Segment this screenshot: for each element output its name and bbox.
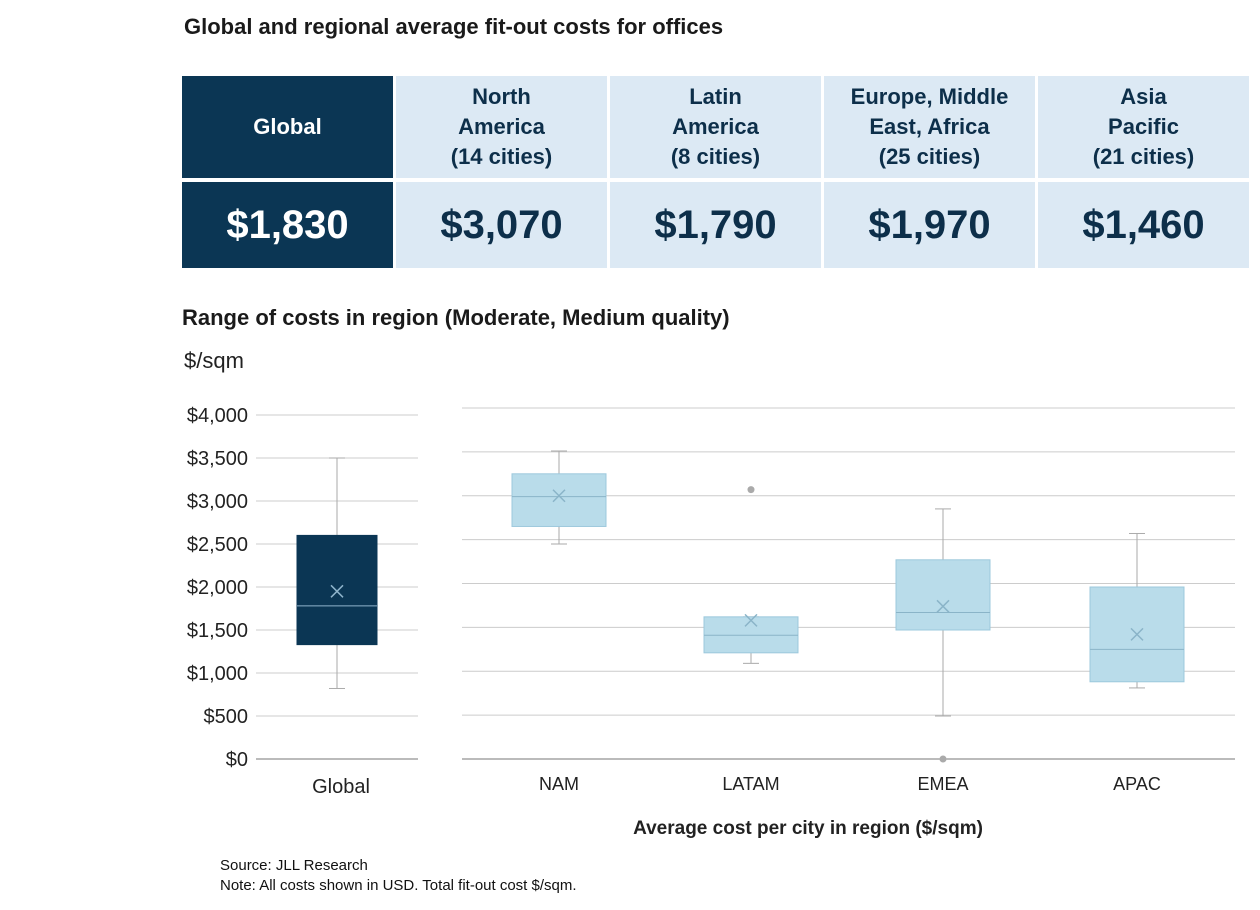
x-label-emea: EMEA [917, 774, 968, 794]
y-tick-label: $1,500 [187, 620, 248, 642]
region-header-2: Latin America (8 cities) [610, 76, 821, 178]
y-tick-label: $1,000 [187, 663, 248, 685]
global-mean-marker [330, 584, 344, 598]
region-latam-outlier [747, 486, 755, 494]
region-cost-0: $1,830 [182, 182, 393, 268]
region-nam-box [511, 473, 607, 527]
y-axis-label: $/sqm [184, 348, 244, 373]
region-emea-mean-marker [936, 599, 950, 613]
region-emea-box [895, 559, 991, 631]
region-emea-outlier [939, 755, 947, 763]
currency-note: Note: All costs shown in USD. Total fit-… [220, 877, 577, 894]
region-header-1: North America (14 cities) [396, 76, 607, 178]
x-label-global: Global [312, 776, 370, 798]
region-cost-2: $1,790 [610, 182, 821, 268]
page-title: Global and regional average fit-out cost… [184, 14, 724, 39]
y-tick-label: $4,000 [187, 405, 248, 427]
x-label-latam: LATAM [722, 774, 779, 794]
x-label-nam: NAM [539, 774, 579, 794]
source-note: Source: JLL Research [220, 857, 368, 874]
region-latam-mean-marker [744, 613, 758, 627]
x-label-apac: APAC [1113, 774, 1161, 794]
region-header-0: Global [182, 76, 393, 178]
region-cost-1: $3,070 [396, 182, 607, 268]
y-tick-label: $3,500 [187, 448, 248, 470]
footnotes: Source: JLL Research Note: All costs sho… [220, 856, 577, 896]
region-nam-mean-marker [552, 489, 566, 503]
region-cost-3: $1,970 [824, 182, 1035, 268]
y-tick-label: $0 [226, 749, 248, 771]
region-header-3: Europe, Middle East, Africa (25 cities) [824, 76, 1035, 178]
y-tick-label: $3,000 [187, 491, 248, 513]
region-apac-mean-marker [1130, 627, 1144, 641]
region-header-4: Asia Pacific (21 cities) [1038, 76, 1249, 178]
chart-title: Range of costs in region (Moderate, Medi… [182, 305, 730, 330]
y-tick-label: $2,500 [187, 534, 248, 556]
region-cost-4: $1,460 [1038, 182, 1249, 268]
global-box [296, 534, 378, 646]
summary-table: Global North America (14 cities) Latin Americ… [182, 76, 1249, 268]
y-tick-label: $500 [204, 706, 249, 728]
y-tick-label: $2,000 [187, 577, 248, 599]
x-axis-title: Average cost per city in region ($/sqm) [633, 818, 983, 839]
